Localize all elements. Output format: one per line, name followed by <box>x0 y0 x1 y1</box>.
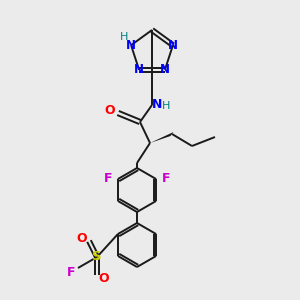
Text: H: H <box>120 32 128 42</box>
Text: F: F <box>162 172 170 184</box>
Text: N: N <box>160 63 170 76</box>
Text: N: N <box>168 39 178 52</box>
Text: N: N <box>134 63 144 76</box>
Text: H: H <box>162 101 170 111</box>
Text: O: O <box>99 272 109 286</box>
Text: O: O <box>77 232 87 244</box>
Polygon shape <box>150 132 173 143</box>
Text: N: N <box>126 39 136 52</box>
Text: S: S <box>92 250 102 263</box>
Text: F: F <box>104 172 112 184</box>
Text: O: O <box>105 104 115 118</box>
Text: F: F <box>67 266 75 280</box>
Text: N: N <box>152 98 162 112</box>
